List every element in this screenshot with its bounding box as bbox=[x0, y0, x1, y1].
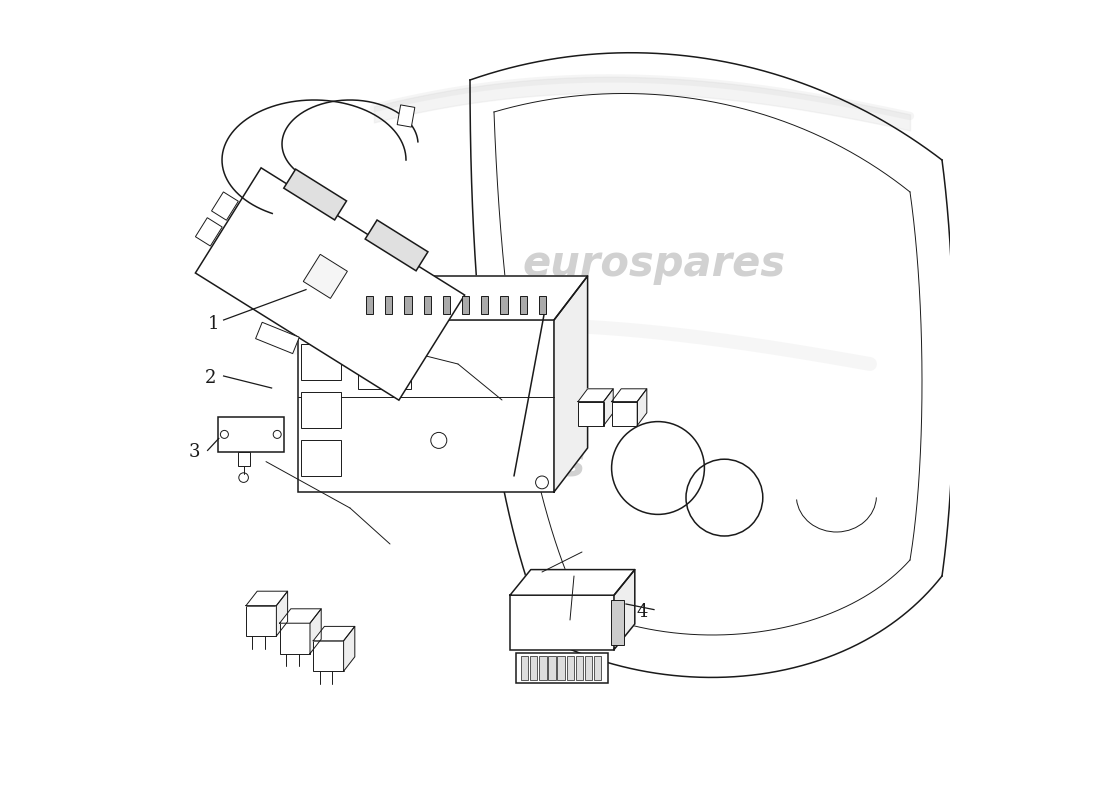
Polygon shape bbox=[255, 322, 299, 354]
Bar bbox=[405, 296, 411, 314]
Polygon shape bbox=[310, 609, 321, 654]
Text: 4: 4 bbox=[636, 603, 648, 621]
Bar bbox=[301, 344, 341, 380]
Bar bbox=[585, 656, 592, 680]
Bar bbox=[298, 320, 554, 492]
Bar bbox=[301, 440, 341, 476]
Bar bbox=[510, 595, 614, 650]
Polygon shape bbox=[554, 276, 587, 492]
Polygon shape bbox=[246, 591, 287, 606]
Bar bbox=[594, 656, 601, 680]
Polygon shape bbox=[298, 276, 587, 320]
Polygon shape bbox=[510, 570, 635, 595]
Polygon shape bbox=[637, 389, 647, 426]
Polygon shape bbox=[612, 389, 647, 402]
Bar bbox=[424, 296, 431, 314]
Polygon shape bbox=[196, 218, 222, 246]
Bar bbox=[519, 296, 527, 314]
Bar bbox=[539, 296, 546, 314]
Bar bbox=[443, 296, 450, 314]
Bar bbox=[218, 417, 284, 452]
Text: 2: 2 bbox=[205, 369, 216, 386]
Polygon shape bbox=[343, 626, 355, 671]
Text: 1: 1 bbox=[208, 315, 220, 333]
Bar bbox=[566, 656, 574, 680]
Bar bbox=[481, 296, 488, 314]
Polygon shape bbox=[365, 220, 428, 271]
Bar bbox=[246, 606, 276, 636]
Text: 3: 3 bbox=[188, 443, 200, 461]
Bar bbox=[388, 366, 410, 390]
Polygon shape bbox=[314, 626, 355, 641]
Polygon shape bbox=[604, 389, 613, 426]
Bar bbox=[610, 600, 624, 645]
Bar bbox=[575, 656, 583, 680]
Bar bbox=[500, 296, 507, 314]
Bar bbox=[279, 623, 310, 654]
Bar bbox=[462, 296, 470, 314]
Polygon shape bbox=[211, 192, 239, 220]
Bar bbox=[558, 656, 564, 680]
Polygon shape bbox=[397, 105, 415, 127]
Bar bbox=[578, 402, 604, 426]
Text: eurospares: eurospares bbox=[322, 443, 585, 485]
Bar bbox=[516, 653, 607, 683]
Polygon shape bbox=[196, 168, 464, 400]
Bar bbox=[530, 656, 538, 680]
Polygon shape bbox=[276, 591, 287, 636]
Polygon shape bbox=[578, 389, 613, 402]
Polygon shape bbox=[284, 169, 346, 220]
Bar bbox=[314, 641, 343, 671]
Polygon shape bbox=[614, 570, 635, 650]
Bar bbox=[366, 296, 373, 314]
Bar bbox=[358, 366, 381, 390]
Text: eurospares: eurospares bbox=[522, 243, 785, 285]
Bar bbox=[612, 402, 637, 426]
Bar bbox=[238, 452, 250, 466]
Bar bbox=[385, 296, 393, 314]
Bar bbox=[549, 656, 556, 680]
Bar bbox=[539, 656, 547, 680]
Bar bbox=[301, 392, 341, 428]
Bar bbox=[521, 656, 528, 680]
Polygon shape bbox=[279, 609, 321, 623]
Polygon shape bbox=[304, 254, 348, 298]
